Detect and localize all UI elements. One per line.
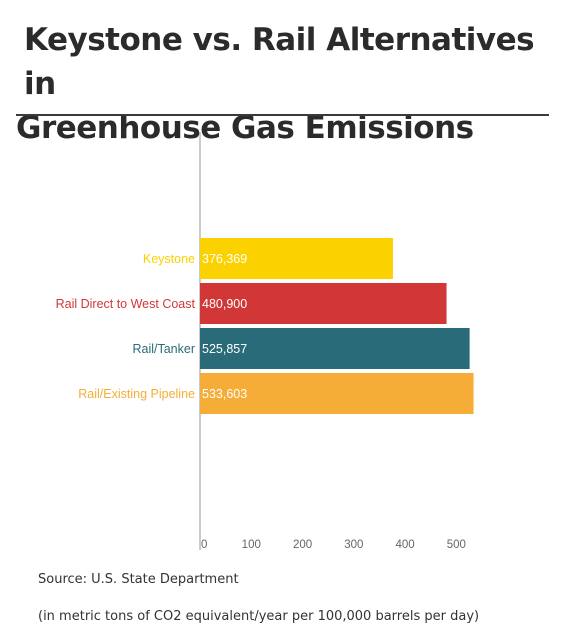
category-label: Rail/Existing Pipeline xyxy=(78,387,195,401)
category-label: Rail/Tanker xyxy=(132,342,195,356)
x-tick-label: 500 xyxy=(447,539,466,551)
title-divider xyxy=(16,114,549,116)
x-tick-label: 200 xyxy=(293,539,312,551)
category-label: Keystone xyxy=(143,252,195,266)
bar xyxy=(200,373,474,414)
data-label: 480,900 xyxy=(202,297,247,311)
x-tick-label: 300 xyxy=(344,539,363,551)
x-tick-label: 100 xyxy=(242,539,261,551)
units-note: (in metric tons of CO2 equivalent/year p… xyxy=(38,609,480,624)
data-label: 525,857 xyxy=(202,342,247,356)
x-tick-label: 400 xyxy=(395,539,414,551)
category-label: Rail Direct to West Coast xyxy=(56,297,196,311)
data-label: 376,369 xyxy=(202,252,247,266)
data-label: 533,603 xyxy=(202,387,247,401)
bar xyxy=(200,328,470,369)
bar-chart: Keystone 376,369 Rail Direct to West Coast… xyxy=(56,132,474,551)
bar xyxy=(200,283,447,324)
chart-title-line-2: Greenhouse Gas Emissions xyxy=(16,110,474,146)
chart-title-line-1: Keystone vs. Rail Alternatives in xyxy=(24,22,535,102)
x-tick-label: 0 xyxy=(201,539,207,551)
chart-title: Keystone vs. Rail Alternatives in Greenh… xyxy=(16,18,556,150)
source-note: Source: U.S. State Department xyxy=(38,572,239,587)
bar xyxy=(200,238,393,279)
